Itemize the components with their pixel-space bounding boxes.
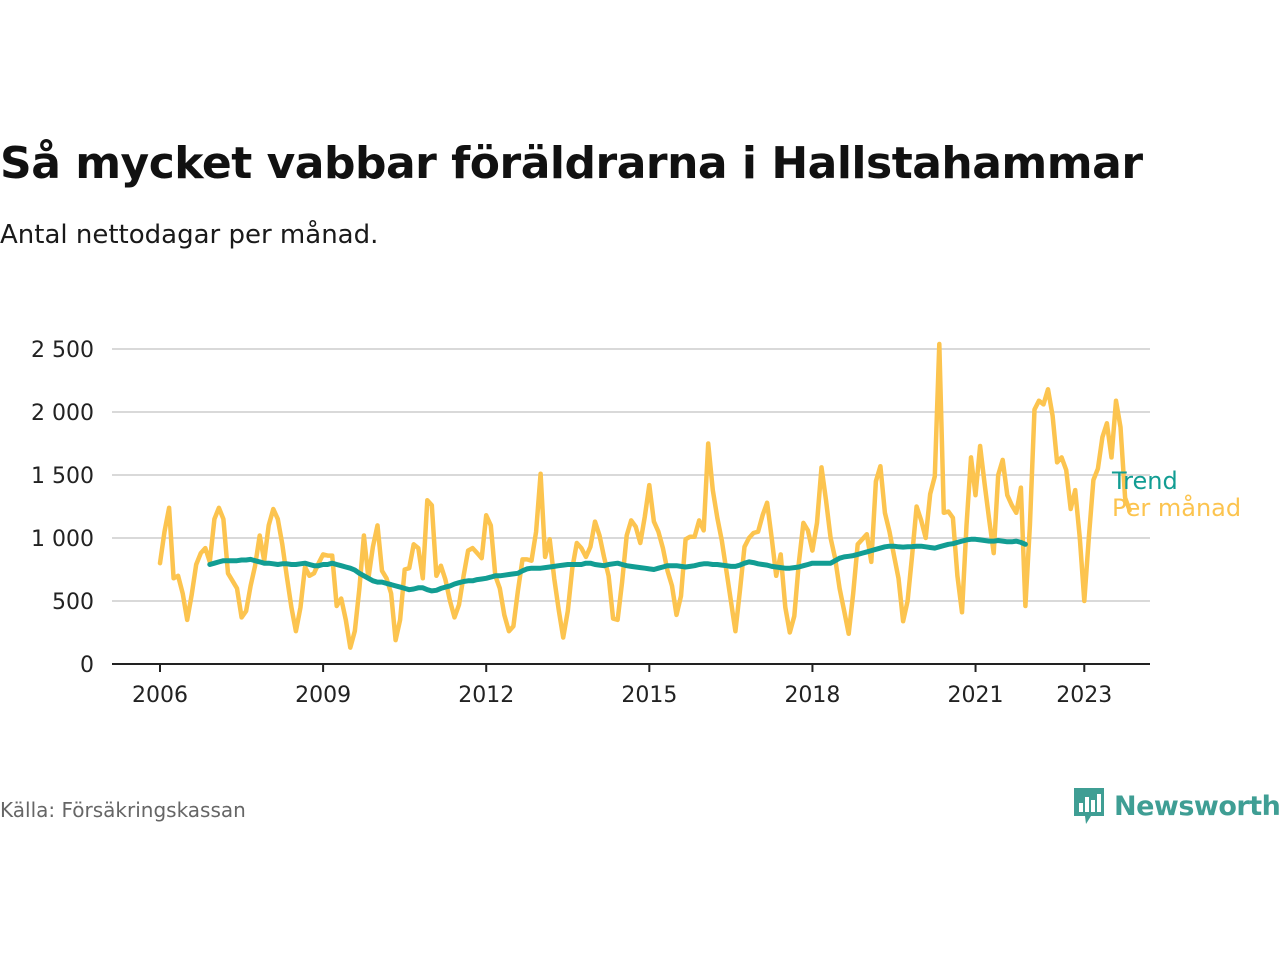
series-lines (157, 341, 1132, 650)
trend-line (207, 536, 1028, 594)
x-tick-label: 2012 (458, 683, 514, 708)
y-axis-ticks: 0 500 1 000 1 500 2 000 2 500 (31, 338, 94, 678)
x-tick-label: 2006 (132, 683, 188, 708)
newsworthy-logo-icon (1074, 788, 1104, 824)
source-note: Källa: Försäkringskassan (0, 798, 246, 822)
chart-title: Så mycket vabbar föräldrarna i Hallstaha… (0, 138, 1143, 189)
x-tick-label: 2021 (948, 683, 1004, 708)
brand-name: Newsworthy (1114, 790, 1280, 822)
y-tick-label: 500 (52, 590, 94, 615)
x-tick-label: 2023 (1056, 683, 1112, 708)
monthly-label: Per månad (1112, 493, 1241, 522)
x-tick-label: 2018 (784, 683, 840, 708)
x-tick-label: 2009 (295, 683, 351, 708)
x-axis-ticks: 2006 2009 2012 2015 2018 2021 2023 (132, 664, 1112, 708)
brand-logo[interactable]: Newsworthy (1072, 784, 1280, 828)
trend-label: Trend (1111, 467, 1178, 495)
y-tick-label: 0 (80, 653, 94, 678)
y-tick-label: 1 000 (31, 527, 94, 552)
y-tick-label: 1 500 (31, 464, 94, 489)
y-tick-label: 2 500 (31, 338, 94, 363)
x-tick-label: 2015 (621, 683, 677, 708)
chart-subtitle: Antal nettodagar per månad. (0, 220, 379, 250)
monthly-line (157, 341, 1132, 650)
y-tick-label: 2 000 (31, 401, 94, 426)
